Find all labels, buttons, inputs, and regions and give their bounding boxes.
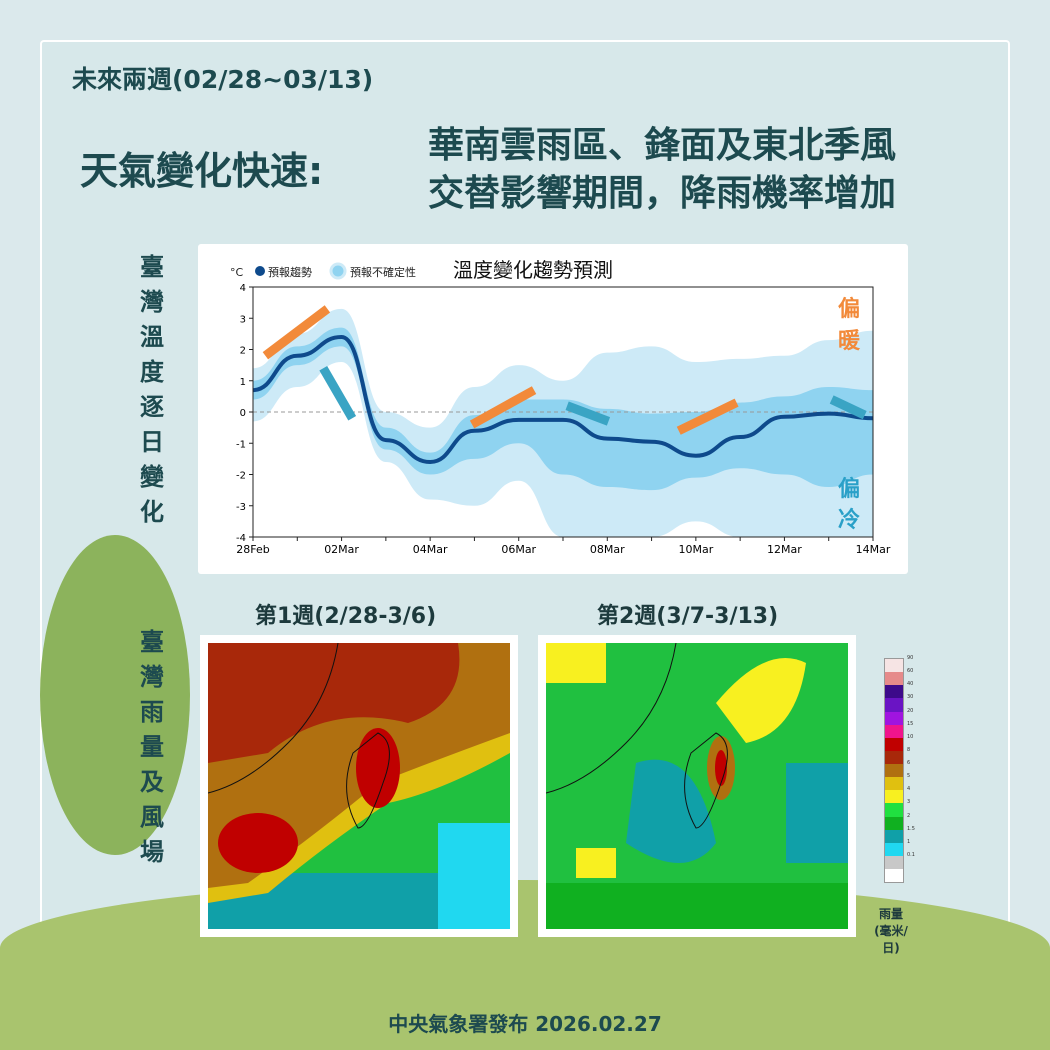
x-tick-label: 04Mar — [413, 543, 448, 556]
detail-line-1: 華南雲雨區、鋒面及東北季風 — [428, 125, 897, 166]
cold-label-1: 偏 — [838, 476, 860, 502]
grass-decoration — [0, 880, 1050, 1050]
x-tick-label: 08Mar — [590, 543, 625, 556]
legend-swatch: 3 — [885, 799, 910, 817]
trend-line — [252, 334, 874, 465]
legend-swatch: 8 — [885, 747, 910, 764]
legend-label: 60 — [907, 668, 914, 675]
x-tick-label: 06Mar — [501, 543, 536, 556]
legend-label: 1 — [907, 838, 911, 845]
legend-label: 2 — [907, 812, 911, 819]
week1-title: 第1週(2/28-3/6) — [255, 604, 437, 629]
warm-arrow-icon — [676, 398, 739, 435]
rain-unit: 雨量 (毫米/日) — [866, 905, 916, 956]
legend-trend-swatch — [255, 266, 265, 276]
footer-publisher: 中央氣象署發布 2026.02.27 — [388, 1012, 662, 1036]
y-tick-label: 4 — [240, 283, 246, 294]
legend-label: 6 — [907, 760, 911, 766]
legend-uncertainty-swatch — [329, 262, 347, 280]
unit-line-1: 雨量 — [878, 907, 903, 921]
week1-rain-map — [200, 635, 518, 937]
temperature-chart: °C 預報趨勢 預報不確定性 溫度變化趨勢預測 4 3 2 1 0 -1 -2 -3 -428F… — [230, 258, 891, 556]
warm-label-1: 偏 — [838, 296, 860, 322]
y-tick-label: 0 — [240, 408, 246, 419]
warm-arrow-icon — [469, 386, 537, 429]
chart-title: 溫度變化趨勢預測 — [453, 258, 613, 282]
unit-line-2: (毫米/日) — [874, 924, 908, 955]
warm-arrow-icon — [262, 305, 331, 360]
legend-label: 8 — [907, 746, 911, 753]
legend-swatch: 1.5 — [885, 826, 915, 843]
legend-swatch: 10 — [885, 734, 913, 751]
x-tick-label: 14Mar — [856, 543, 891, 556]
x-tick-label: 28Feb — [236, 543, 269, 556]
temp-side-label: 臺灣溫度逐日變化 — [140, 253, 164, 526]
legend-swatch: 0.1 — [885, 852, 915, 869]
legend-label: 15 — [907, 720, 914, 727]
headline: 天氣變化快速: — [80, 149, 324, 193]
detail-line-2: 交替影響期間，降雨機率增加 — [428, 173, 897, 214]
legend-label: 1.5 — [907, 825, 915, 832]
week2-map-graphic — [545, 642, 848, 929]
legend-label: 20 — [907, 707, 914, 714]
temperature-chart-card: °C 預報趨勢 預報不確定性 溫度變化趨勢預測 4 3 2 1 0 -1 -2 -3 -4 28F… — [198, 244, 908, 574]
legend-swatch: 90 — [885, 655, 913, 673]
headline-detail: 華南雲雨區、鋒面及東北季風 交替影響期間，降雨機率增加 — [428, 122, 896, 218]
y-tick-label: 1 — [240, 377, 246, 388]
legend-swatch: 4 — [885, 786, 910, 804]
unit-label: °C — [230, 266, 244, 279]
legend-label: 10 — [907, 733, 914, 740]
legend-swatch: 30 — [885, 694, 913, 712]
warm-label-2: 暖 — [838, 329, 861, 354]
legend-label: 4 — [907, 786, 911, 793]
period-title: 未來兩週(02/28~03/13) — [72, 65, 374, 94]
legend-swatch: 60 — [885, 668, 913, 686]
legend-swatch: 40 — [885, 681, 913, 699]
legend-label: 0.1 — [907, 851, 915, 858]
cold-arrow-icon — [829, 395, 867, 420]
week2-rain-map — [538, 635, 856, 937]
cold-arrow-icon — [565, 401, 611, 426]
legend-trend: 預報趨勢 — [268, 265, 312, 279]
legend-swatch: 1 — [885, 839, 910, 856]
legend-swatch: 5 — [885, 773, 910, 791]
y-tick-label: 2 — [240, 346, 246, 357]
legend-swatch — [885, 869, 903, 883]
tree-decoration — [40, 535, 190, 855]
legend-swatch: 6 — [885, 760, 910, 778]
legend-uncertainty: 預報不確定性 — [350, 265, 416, 279]
legend-swatch: 15 — [885, 721, 913, 738]
cold-label-2: 冷 — [838, 507, 860, 533]
legend-swatch: 20 — [885, 708, 913, 725]
legend-label: 3 — [907, 799, 911, 806]
legend-label: 30 — [907, 694, 914, 701]
legend-label: 40 — [907, 681, 914, 688]
legend-swatch: 2 — [885, 813, 910, 830]
rain-color-legend: 90 60 40 30 20 15 10 8 6 5 4 3 2 1.5 1 0.1 — [884, 655, 915, 883]
y-tick-label: -4 — [236, 533, 246, 544]
cold-arrow-icon — [319, 365, 357, 421]
y-tick-label: -2 — [236, 471, 246, 482]
rain-side-label: 臺灣雨量及風場 — [140, 628, 164, 866]
week1-map-graphic — [207, 642, 510, 929]
x-tick-label: 10Mar — [678, 543, 713, 556]
x-tick-label: 02Mar — [324, 543, 359, 556]
week2-title: 第2週(3/7-3/13) — [597, 604, 779, 629]
y-tick-label: -1 — [236, 439, 246, 450]
legend-label: 90 — [907, 655, 914, 661]
legend-label: 5 — [907, 773, 911, 780]
y-tick-label: 3 — [240, 314, 246, 325]
x-tick-label: 12Mar — [767, 543, 802, 556]
y-tick-label: -3 — [236, 502, 246, 513]
